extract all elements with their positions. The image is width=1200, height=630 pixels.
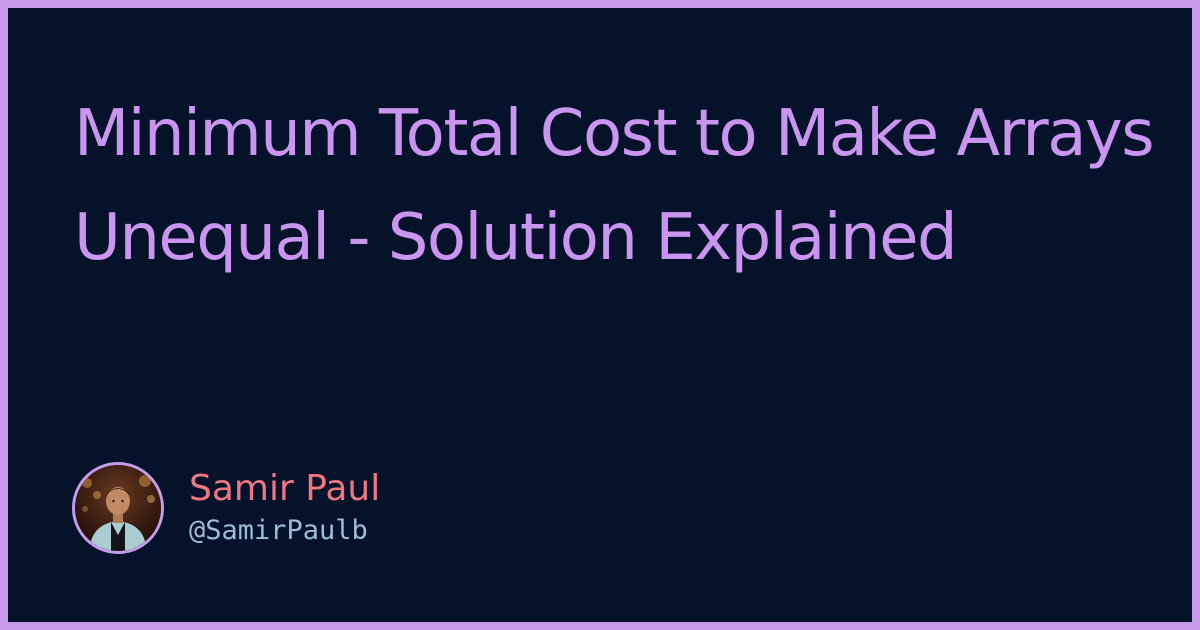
author-text: Samir Paul @SamirPaulb	[189, 467, 380, 549]
avatar	[72, 462, 164, 554]
page-title: Minimum Total Cost to Make Arrays Unequa…	[74, 97, 1155, 275]
author-name: Samir Paul	[189, 468, 381, 509]
author-handle: @SamirPaulb	[189, 515, 368, 546]
profile-photo-icon	[75, 465, 161, 551]
author-block: Samir Paul @SamirPaulb	[72, 458, 380, 558]
